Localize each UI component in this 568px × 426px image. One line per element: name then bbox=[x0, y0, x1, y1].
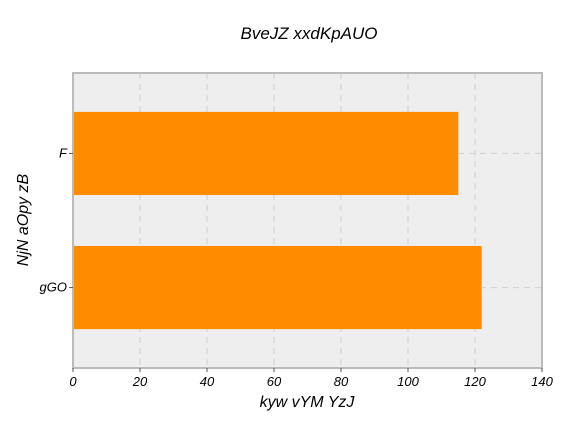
x-tick-label-3: 60 bbox=[267, 374, 282, 389]
plot-frame bbox=[72, 72, 543, 369]
x-axis-label: kyw vYM YzJ bbox=[260, 394, 356, 411]
x-tick-label-1: 20 bbox=[132, 374, 148, 389]
x-tick-label-7: 140 bbox=[531, 374, 553, 389]
x-axis-ticks: 0 20 40 60 80 100 120 140 bbox=[69, 368, 554, 389]
x-tick-label-5: 100 bbox=[397, 374, 419, 389]
bars bbox=[73, 111, 482, 330]
x-tick-label-0: 0 bbox=[69, 374, 77, 389]
bar-0 bbox=[73, 111, 459, 196]
y-tick-label-1: gGO bbox=[40, 280, 67, 295]
x-tick-label-4: 80 bbox=[334, 374, 349, 389]
x-tick-label-6: 120 bbox=[464, 374, 486, 389]
x-tick-label-2: 40 bbox=[200, 374, 215, 389]
y-tick-label-0: F bbox=[59, 145, 68, 160]
chart-title: BveJZ xxdKpAUO bbox=[241, 24, 378, 43]
y-axis-label: NjN aOpy zB bbox=[15, 173, 32, 266]
bar-1 bbox=[73, 245, 482, 330]
